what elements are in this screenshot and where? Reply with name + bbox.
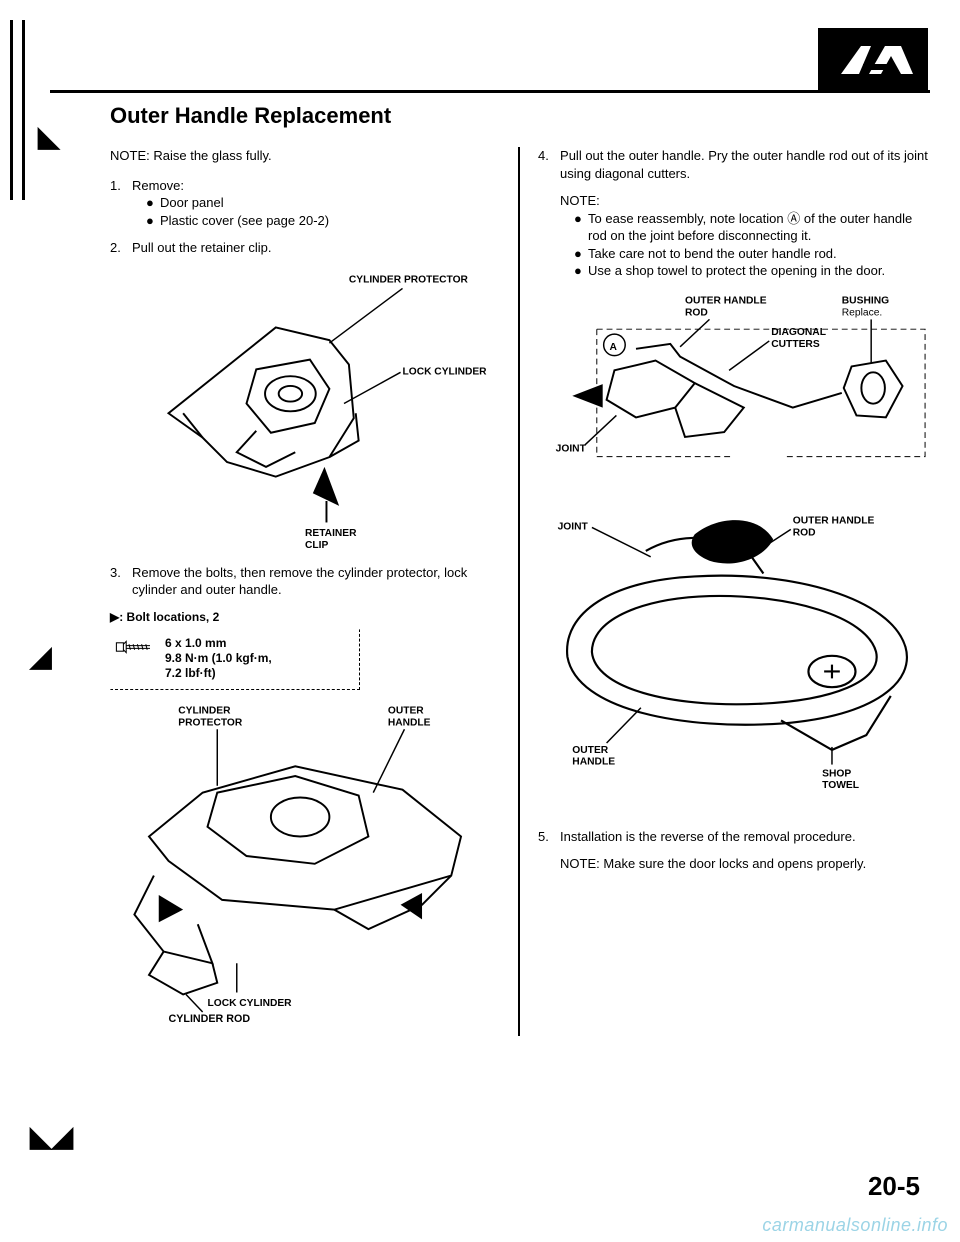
label-outer-handle-rod2: ROD	[793, 527, 816, 538]
edge-rule	[22, 20, 25, 200]
bolt-spec-line: 6 x 1.0 mm	[165, 636, 272, 651]
step-text: Pull out the outer handle. Pry the outer…	[560, 147, 930, 182]
edge-mark-icon: ◢	[30, 640, 52, 673]
label-outer-handle: OUTER	[572, 745, 609, 756]
right-column: 4. Pull out the outer handle. Pry the ou…	[520, 147, 930, 1036]
edge-mark-icon: ◣◢	[30, 1120, 73, 1153]
note-prefix: NOTE:	[560, 856, 600, 871]
figure-cutters: OUTER HANDLE ROD BUSHING Replace. DIAGON…	[538, 290, 930, 486]
step-text: Remove:	[132, 177, 500, 195]
step-text: Installation is the reverse of the remov…	[560, 828, 930, 846]
step-number: 4.	[538, 147, 560, 280]
step-number: 1.	[110, 177, 132, 230]
step-number: 5.	[538, 828, 560, 873]
note-prefix: NOTE:	[560, 192, 930, 210]
arrow-icon	[572, 384, 602, 408]
note-item: Take care not to bend the outer handle r…	[588, 245, 837, 263]
label-diagonal-cutters2: CUTTERS	[771, 339, 820, 350]
label-outer-handle-rod2: ROD	[685, 307, 708, 318]
left-column: NOTE: Raise the glass fully. 1. Remove: …	[110, 147, 520, 1036]
step-number: 3.	[110, 564, 132, 599]
label-outer-handle-rod: OUTER HANDLE	[685, 296, 767, 307]
label-clip: CLIP	[305, 540, 328, 550]
bullet-icon: ●	[574, 210, 588, 245]
top-note: NOTE: Raise the glass fully.	[110, 147, 500, 165]
label-lock-cylinder: LOCK CYLINDER	[403, 366, 488, 377]
two-column-layout: NOTE: Raise the glass fully. 1. Remove: …	[110, 147, 930, 1036]
page-title: Outer Handle Replacement	[110, 103, 930, 129]
step-5: 5. Installation is the reverse of the re…	[538, 828, 930, 873]
note-prefix: NOTE:	[110, 148, 150, 163]
bullet-icon: ●	[574, 262, 588, 280]
label-joint: JOINT	[556, 444, 587, 455]
bolt-spec-box: 6 x 1.0 mm 9.8 N·m (1.0 kgf·m, 7.2 lbf·f…	[110, 629, 360, 690]
car-logo-icon	[823, 34, 923, 84]
bolt-marker-icon	[159, 895, 183, 922]
label-outer-handle: OUTER	[388, 705, 424, 716]
note-item: Use a shop towel to protect the opening …	[588, 262, 885, 280]
step-3: 3. Remove the bolts, then remove the cyl…	[110, 564, 500, 599]
label-cyl-protector2: PROTECTOR	[178, 717, 243, 728]
label-lock-cylinder: LOCK CYLINDER	[208, 998, 293, 1009]
edge-rule	[10, 20, 13, 200]
step-text: Remove the bolts, then remove the cylind…	[132, 564, 500, 599]
post-note: Make sure the door locks and opens prope…	[603, 856, 866, 871]
step-text: Pull out the retainer clip.	[132, 239, 500, 257]
sub-item: Plastic cover (see page 20-2)	[160, 212, 329, 230]
label-joint: JOINT	[558, 521, 589, 532]
sub-item: Door panel	[160, 194, 224, 212]
step-1: 1. Remove: ●Door panel ●Plastic cover (s…	[110, 177, 500, 230]
manual-page: ◣ ◢ ◣◢ Outer Handle Replacement NOTE: Ra…	[0, 0, 960, 1242]
note-text: Raise the glass fully.	[153, 148, 271, 163]
figure-outer-handle-removal: CYLINDER PROTECTOR OUTER HANDLE	[110, 700, 500, 1022]
bullet-icon: ●	[146, 194, 160, 212]
step-number: 2.	[110, 239, 132, 257]
binding-edge-marks: ◣ ◢ ◣◢	[10, 0, 70, 1242]
horizontal-rule	[50, 90, 930, 93]
bolt-spec-line: 7.2 lbf·ft)	[165, 666, 272, 681]
figure-retainer-clip: CYLINDER PROTECTOR LOCK CYLINDER	[110, 267, 500, 550]
bolt-marker-icon	[401, 893, 422, 919]
bolt-spec-line: 9.8 N·m (1.0 kgf·m,	[165, 651, 272, 666]
bolt-locations-caption: ▶: Bolt locations, 2	[110, 609, 500, 625]
label-shop-towel2: TOWEL	[822, 780, 859, 791]
step-4: 4. Pull out the outer handle. Pry the ou…	[538, 147, 930, 280]
bullet-icon: ●	[574, 245, 588, 263]
page-number: 20-5	[868, 1171, 920, 1202]
label-outer-handle2: HANDLE	[572, 756, 615, 767]
label-outer-handle2: HANDLE	[388, 717, 431, 728]
watermark: carmanualsonline.info	[762, 1215, 948, 1236]
brand-logo-box	[818, 28, 928, 90]
bolt-icon	[115, 636, 157, 658]
step-2: 2. Pull out the retainer clip.	[110, 239, 500, 257]
marker-a: A	[610, 342, 618, 353]
label-retainer: RETAINER	[305, 528, 357, 539]
label-cylinder-protector: CYLINDER PROTECTOR	[349, 274, 469, 285]
label-shop-towel: SHOP	[822, 768, 851, 779]
label-outer-handle-rod: OUTER HANDLE	[793, 515, 875, 526]
figure-handle-towel: JOINT OUTER HANDLE ROD	[538, 500, 930, 794]
label-cyl-protector: CYLINDER	[178, 705, 231, 716]
bullet-icon: ●	[146, 212, 160, 230]
edge-mark-icon: ◣	[38, 120, 60, 153]
arrow-icon	[313, 467, 339, 506]
label-bushing: BUSHING	[842, 296, 889, 307]
label-cylinder-rod: CYLINDER ROD	[169, 1013, 251, 1022]
label-bushing-replace: Replace.	[842, 307, 883, 318]
note-item: To ease reassembly, note location Ⓐ of t…	[588, 210, 930, 245]
